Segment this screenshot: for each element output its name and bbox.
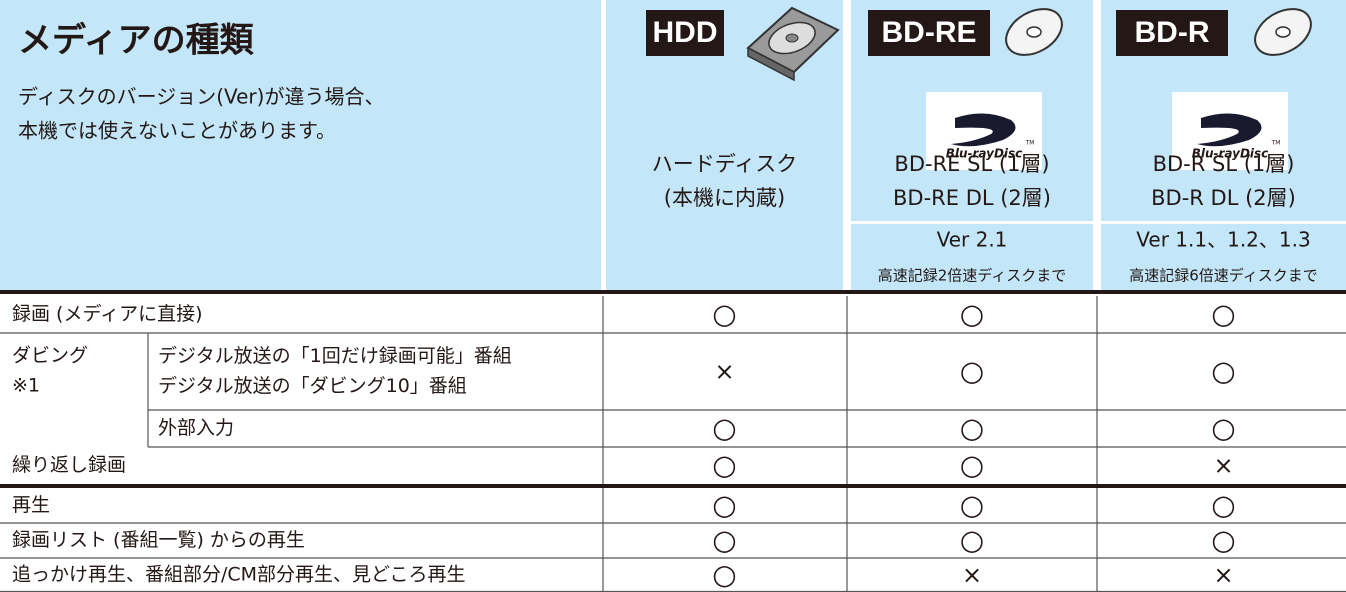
title: メディアの種類 bbox=[18, 21, 255, 61]
mark: ○ bbox=[712, 524, 736, 557]
mark: ○ bbox=[1211, 412, 1235, 445]
mark: ○ bbox=[712, 412, 736, 445]
mark: × bbox=[714, 358, 734, 386]
mark: × bbox=[1213, 452, 1233, 480]
badge-bg bbox=[868, 10, 990, 56]
row-label: 録画 (メディアに直接) bbox=[12, 303, 203, 325]
logo-box bbox=[1172, 92, 1288, 170]
logo-mark bbox=[951, 113, 1262, 147]
logo-tm: TM bbox=[1025, 140, 1035, 147]
mark: ○ bbox=[712, 449, 736, 482]
media-name: BD-R DL (2層) bbox=[1151, 186, 1296, 210]
bdr-version-bg bbox=[1101, 224, 1346, 290]
disc-icon bbox=[1254, 8, 1312, 56]
mark: ○ bbox=[712, 489, 736, 522]
media-name: BD-RE DL (2層) bbox=[893, 186, 1051, 210]
disc-icon bbox=[1005, 8, 1063, 56]
mark: ○ bbox=[1211, 298, 1235, 331]
row-label: 録画リスト (番組一覧) からの再生 bbox=[12, 529, 305, 551]
row-label: デジタル放送の「ダビング10」番組 bbox=[158, 375, 467, 397]
mark: ○ bbox=[960, 489, 984, 522]
hdd-icon bbox=[746, 6, 840, 82]
logo-text: Blu-rayDisc bbox=[946, 147, 1023, 161]
logo-box bbox=[926, 92, 1042, 170]
speed: 高速記録2倍速ディスクまで bbox=[878, 267, 1067, 285]
version: Ver 1.1、1.2、1.3 bbox=[1136, 228, 1310, 252]
badge: HDD bbox=[653, 16, 718, 49]
row-label: 追っかけ再生、番組部分/CM部分再生、見どころ再生 bbox=[12, 564, 466, 586]
mark: ○ bbox=[960, 524, 984, 557]
header-left-bg bbox=[0, 0, 601, 290]
group-label: ダビング bbox=[12, 345, 88, 367]
mark: ○ bbox=[960, 449, 984, 482]
mark: ○ bbox=[1211, 524, 1235, 557]
logo-tm: TM bbox=[1271, 140, 1281, 147]
media-name: BD-R SL (1層) bbox=[1153, 152, 1295, 176]
mark: × bbox=[962, 561, 982, 589]
mark: ○ bbox=[712, 558, 736, 591]
version: Ver 2.1 bbox=[937, 228, 1008, 252]
badge-bg bbox=[646, 10, 724, 56]
mark: ○ bbox=[960, 355, 984, 388]
badge-bg bbox=[1116, 10, 1228, 56]
row-label: 再生 bbox=[12, 494, 50, 516]
row-label: 外部入力 bbox=[158, 417, 234, 439]
badge: BD-RE bbox=[882, 16, 977, 49]
media-name: BD-RE SL (1層) bbox=[894, 152, 1049, 176]
mark: ○ bbox=[1211, 489, 1235, 522]
mark: ○ bbox=[960, 412, 984, 445]
logo-text: Blu-rayDisc bbox=[1192, 147, 1269, 161]
mark: ○ bbox=[960, 298, 984, 331]
bdre-version-bg bbox=[851, 224, 1093, 290]
mark: × bbox=[1213, 561, 1233, 589]
media-name: (本機に内蔵) bbox=[664, 186, 785, 210]
group-label: ※1 bbox=[12, 375, 40, 397]
row-label: 繰り返し録画 bbox=[12, 454, 126, 476]
note: 本機では使えないことがあります。 bbox=[18, 119, 336, 143]
mark: ○ bbox=[1211, 355, 1235, 388]
row-label: デジタル放送の「1回だけ録画可能」番組 bbox=[158, 345, 512, 367]
speed: 高速記録6倍速ディスクまで bbox=[1129, 267, 1318, 285]
mark: ○ bbox=[712, 298, 736, 331]
badge: BD-R bbox=[1135, 16, 1210, 49]
media-name: ハードディスク bbox=[652, 152, 798, 176]
note: ディスクのバージョン(Ver)が違う場合、 bbox=[18, 85, 384, 109]
